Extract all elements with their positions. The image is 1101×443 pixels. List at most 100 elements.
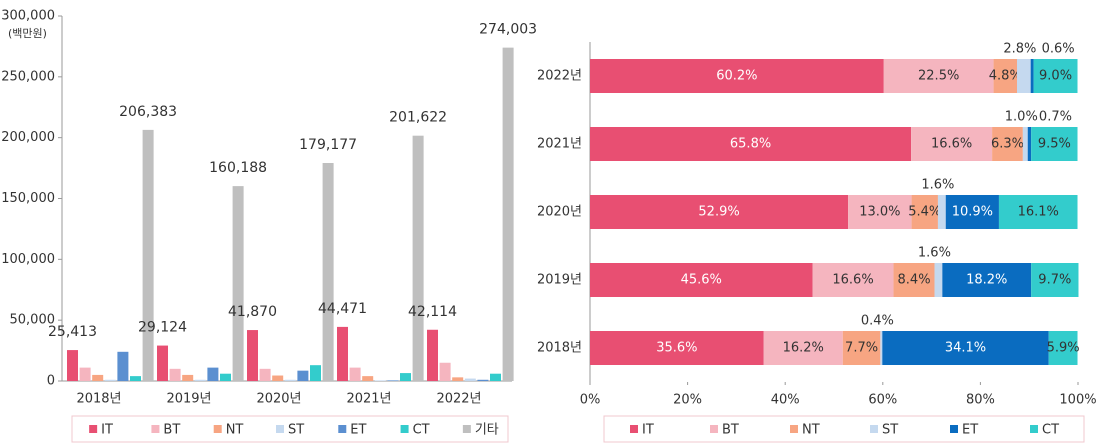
bar-segment: [911, 127, 993, 161]
y-axis-label: (백만원): [8, 27, 47, 40]
data-label: 16.1%: [1018, 205, 1059, 220]
x-tick-label: 2018년: [76, 392, 121, 407]
legend-label: CT: [413, 423, 430, 438]
bar: [412, 135, 424, 381]
data-label: 44,471: [318, 301, 367, 317]
y-tick-label: 100,000: [1, 252, 55, 267]
data-label: 5.4%: [908, 205, 941, 220]
bar-segment: [590, 331, 764, 365]
y-tick-label: 2020년: [537, 205, 582, 220]
data-label: 274,003: [479, 22, 537, 38]
data-label: 1.0%: [1005, 110, 1038, 125]
data-label: 0.7%: [1039, 110, 1072, 125]
bar-segment: [880, 331, 883, 365]
data-label: 41,870: [228, 304, 277, 320]
legend-swatch: [276, 425, 284, 433]
legend-swatch: [790, 425, 798, 433]
data-label: 35.6%: [656, 341, 697, 356]
legend-swatch: [462, 425, 471, 433]
bar: [130, 376, 141, 381]
bar: [169, 368, 181, 381]
data-label: 16.6%: [931, 137, 972, 152]
bar-segment: [893, 263, 935, 297]
x-tick-label: 80%: [966, 393, 995, 408]
bar-segment: [1030, 59, 1034, 93]
data-label: 8.4%: [898, 273, 931, 288]
data-label: 60.2%: [716, 69, 757, 84]
x-tick-label: 40%: [771, 393, 800, 408]
bar: [439, 362, 451, 381]
x-tick-label: 2020년: [256, 392, 301, 407]
bar-segment: [945, 195, 999, 229]
legend-swatch: [870, 425, 878, 433]
bar: [79, 367, 91, 381]
bar-segment: [934, 263, 943, 297]
bar: [297, 370, 309, 381]
data-label: 25,413: [48, 324, 97, 340]
bar: [464, 378, 476, 381]
data-label: 22.5%: [918, 69, 959, 84]
legend-label: NT: [226, 423, 244, 438]
data-label: 201,622: [389, 110, 447, 126]
bar-segment: [883, 59, 994, 93]
bar: [157, 345, 168, 381]
bar: [259, 368, 271, 381]
legend-swatch: [710, 425, 718, 433]
legend-swatch: [151, 425, 160, 433]
data-label: 5.9%: [1047, 341, 1080, 356]
bar-segment: [1031, 263, 1079, 297]
bar-segment: [590, 127, 912, 161]
y-tick-label: 300,000: [1, 9, 55, 24]
bar-segment: [937, 195, 946, 229]
bar-segment: [590, 59, 884, 93]
data-label: 9.0%: [1039, 69, 1072, 84]
legend-box: [603, 415, 1085, 443]
x-tick-label: 2019년: [166, 392, 211, 407]
y-tick-label: 2021년: [537, 137, 582, 152]
legend-label: 기타: [475, 423, 499, 438]
data-label: 42,114: [408, 304, 457, 320]
legend-swatch: [400, 425, 409, 433]
bar-segment: [1033, 59, 1078, 93]
data-label: 9.5%: [1038, 137, 1071, 152]
data-label: 160,188: [209, 160, 267, 176]
data-label: 34.1%: [945, 341, 986, 356]
bar: [247, 330, 258, 381]
bar-segment: [882, 331, 1049, 365]
data-label: 1.6%: [921, 178, 954, 193]
x-tick-label: 0%: [580, 393, 601, 408]
legend-label: ST: [288, 423, 304, 438]
bar: [387, 380, 399, 381]
data-label: 6.3%: [991, 137, 1024, 152]
bar-segment: [992, 127, 1023, 161]
data-label: 7.7%: [845, 341, 878, 356]
legend-label: IT: [101, 423, 113, 438]
data-label: 13.0%: [859, 205, 900, 220]
bar-segment: [590, 263, 813, 297]
legend-label: IT: [642, 423, 654, 438]
data-label: 45.6%: [681, 273, 722, 288]
legend-label: CT: [1042, 423, 1059, 438]
bar: [362, 376, 374, 381]
legend-label: NT: [802, 423, 820, 438]
legend-swatch: [630, 425, 638, 433]
bar: [427, 329, 438, 381]
bar: [322, 163, 334, 381]
bar: [310, 365, 321, 381]
y-tick-label: 2019년: [537, 273, 582, 288]
y-tick-label: 2018년: [537, 341, 582, 356]
data-label: 16.6%: [832, 273, 873, 288]
bar-segment: [1017, 59, 1031, 93]
bar-segment: [763, 331, 843, 365]
data-label: 1.6%: [918, 246, 951, 261]
bar-segment: [1022, 127, 1028, 161]
bar: [104, 379, 116, 381]
data-label: 206,383: [119, 104, 177, 120]
x-tick-label: 20%: [673, 393, 702, 408]
bar: [490, 373, 501, 381]
x-tick-label: 60%: [868, 393, 897, 408]
bar-segment: [998, 195, 1078, 229]
bar-segment: [590, 195, 849, 229]
legend-swatch: [950, 425, 958, 433]
